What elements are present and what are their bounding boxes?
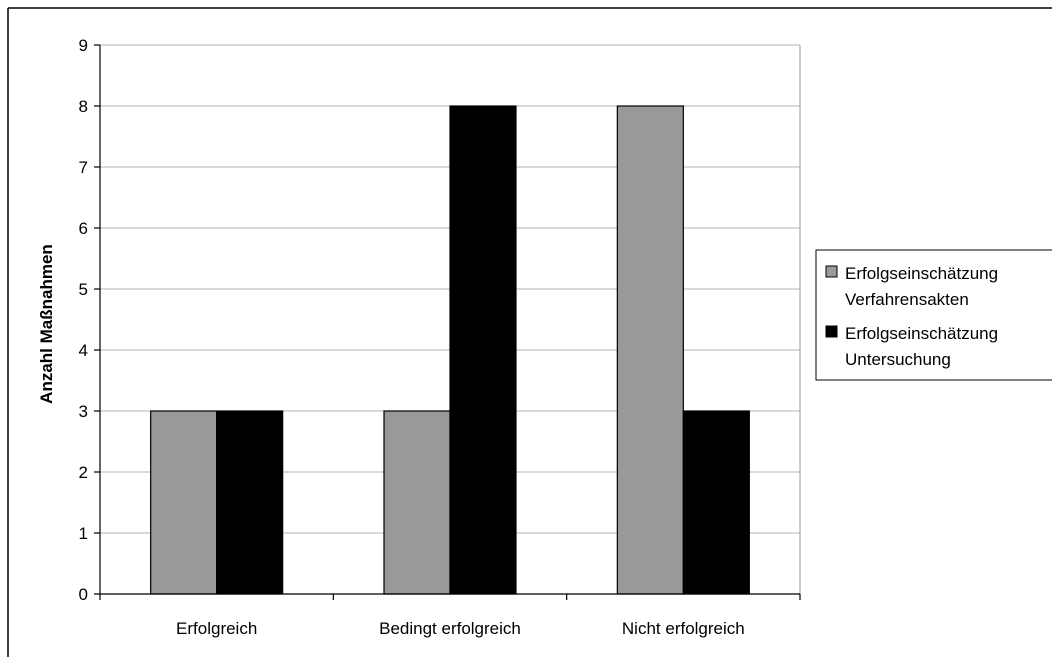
y-tick-labels: 0 1 2 3 4 5 6 7 8 9 (79, 36, 88, 604)
x-category-label: Nicht erfolgreich (622, 619, 745, 638)
legend-box (815, 249, 1052, 381)
y-tick-label: 9 (79, 36, 88, 55)
y-tick-label: 4 (79, 341, 88, 360)
y-tick-label: 7 (79, 158, 88, 177)
x-category-label: Erfolgreich (176, 619, 257, 638)
y-tick-label: 5 (79, 280, 88, 299)
y-tick-label: 6 (79, 219, 88, 238)
legend-label: Verfahrensakten (845, 290, 969, 309)
bar-verfahrensakten-2 (383, 410, 451, 595)
axes (94, 44, 801, 600)
y-tick-label: 1 (79, 524, 88, 543)
legend-swatch (825, 265, 838, 278)
legend-swatch (825, 325, 838, 338)
x-category-label: Bedingt erfolgreich (379, 619, 521, 638)
bars (150, 105, 750, 595)
y-tick-label: 0 (79, 585, 88, 604)
legend: Erfolgseinschätzung Verfahrensakten Erfolg… (815, 249, 1052, 381)
y-axis-title: Anzahl Maßnahmen (37, 244, 56, 404)
y-tick-label: 2 (79, 463, 88, 482)
bar-untersuchung-1 (216, 410, 284, 595)
bar-verfahrensakten-3 (616, 105, 684, 595)
legend-label: Untersuchung (845, 350, 951, 369)
legend-label: Erfolgseinschätzung (845, 324, 998, 343)
legend-label: Erfolgseinschätzung (845, 264, 998, 283)
bar-untersuchung-3 (682, 410, 750, 595)
y-tick-label: 3 (79, 402, 88, 421)
y-tick-label: 8 (79, 97, 88, 116)
bar-untersuchung-2 (449, 105, 517, 595)
x-category-labels: Erfolgreich Bedingt erfolgreich Nicht erfo… (176, 619, 745, 638)
bar-verfahrensakten-1 (150, 410, 218, 595)
